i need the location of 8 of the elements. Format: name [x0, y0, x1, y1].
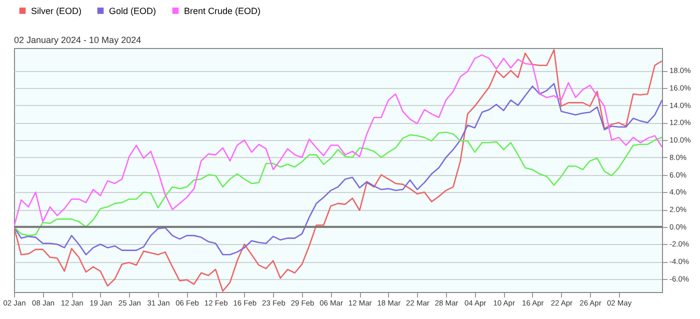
- line-series: [14, 49, 662, 292]
- legend-label: Silver (EOD): [31, 6, 82, 16]
- legend-label: Brent Crude (EOD): [184, 6, 261, 16]
- line-series: [14, 82, 662, 256]
- chart-subtitle: 02 January 2024 - 10 May 2024: [14, 35, 142, 45]
- line-series: [14, 132, 662, 236]
- legend-label: Gold (EOD): [109, 6, 156, 16]
- line-series: [14, 54, 662, 228]
